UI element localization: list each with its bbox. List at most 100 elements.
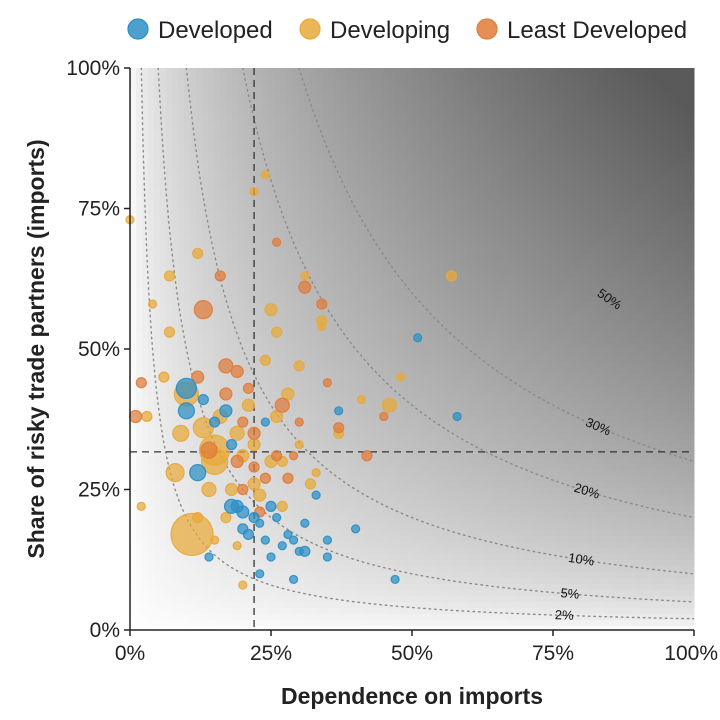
bg-cell <box>142 482 149 489</box>
bg-cell <box>412 464 419 471</box>
bg-cell <box>418 116 425 123</box>
bg-cell <box>184 302 191 309</box>
bg-cell <box>358 566 365 573</box>
bg-cell <box>136 344 143 351</box>
bg-cell <box>268 512 275 519</box>
bg-cell <box>394 146 401 153</box>
bg-cell <box>436 410 443 417</box>
bg-cell <box>172 134 179 141</box>
bg-cell <box>292 314 299 321</box>
bg-cell <box>154 554 161 561</box>
bg-cell <box>412 284 419 291</box>
bg-cell <box>130 104 137 111</box>
bg-cell <box>202 254 209 261</box>
bg-cell <box>352 176 359 183</box>
bg-cell <box>268 434 275 441</box>
bg-cell <box>232 224 239 231</box>
bg-cell <box>172 242 179 249</box>
bg-cell <box>298 128 305 135</box>
bg-cell <box>214 320 221 327</box>
bg-cell <box>448 140 455 147</box>
bg-cell <box>136 374 143 381</box>
bg-cell <box>316 206 323 213</box>
bg-cell <box>394 494 401 501</box>
bg-cell <box>394 80 401 87</box>
bg-cell <box>310 320 317 327</box>
bg-cell <box>322 194 329 201</box>
bg-cell <box>214 368 221 375</box>
bg-cell <box>208 362 215 369</box>
bg-cell <box>334 68 341 75</box>
bg-cell <box>304 326 311 333</box>
bg-cell <box>226 128 233 135</box>
bg-cell <box>286 350 293 357</box>
bg-cell <box>190 620 197 627</box>
bg-cell <box>376 422 383 429</box>
bg-cell <box>316 422 323 429</box>
bg-cell <box>208 380 215 387</box>
bg-cell <box>172 308 179 315</box>
bg-cell <box>136 194 143 201</box>
bg-cell <box>190 188 197 195</box>
bg-cell <box>154 68 161 75</box>
bg-cell <box>406 230 413 237</box>
bg-cell <box>148 284 155 291</box>
bg-cell <box>274 344 281 351</box>
bg-cell <box>268 356 275 363</box>
bg-cell <box>268 440 275 447</box>
bg-cell <box>268 320 275 327</box>
bg-cell <box>400 92 407 99</box>
bg-cell <box>256 542 263 549</box>
bg-cell <box>262 482 269 489</box>
bg-cell <box>424 572 431 579</box>
bg-cell <box>400 176 407 183</box>
bg-cell <box>400 488 407 495</box>
bg-cell <box>346 188 353 195</box>
bg-cell <box>430 248 437 255</box>
bg-cell <box>436 434 443 441</box>
bg-cell <box>208 590 215 597</box>
bg-cell <box>334 608 341 615</box>
bg-cell <box>172 602 179 609</box>
bg-cell <box>364 554 371 561</box>
bg-cell <box>172 446 179 453</box>
bg-cell <box>214 170 221 177</box>
bg-cell <box>418 128 425 135</box>
bg-cell <box>250 284 257 291</box>
bg-cell <box>412 80 419 87</box>
bg-cell <box>436 362 443 369</box>
bg-cell <box>190 314 197 321</box>
bg-cell <box>214 494 221 501</box>
bg-cell <box>304 218 311 225</box>
bg-cell <box>136 494 143 501</box>
bg-cell <box>196 338 203 345</box>
bg-cell <box>280 68 287 75</box>
bg-cell <box>400 458 407 465</box>
bg-cell <box>436 584 443 591</box>
bg-cell <box>238 602 245 609</box>
bg-cell <box>370 218 377 225</box>
bg-cell <box>430 278 437 285</box>
bg-cell <box>238 374 245 381</box>
bg-cell <box>130 350 137 357</box>
bg-cell <box>310 398 317 405</box>
bg-cell <box>430 308 437 315</box>
bg-cell <box>184 68 191 75</box>
bg-cell <box>364 476 371 483</box>
bg-cell <box>244 440 251 447</box>
bg-cell <box>190 458 197 465</box>
bg-cell <box>382 620 389 627</box>
bg-cell <box>178 608 185 615</box>
bg-cell <box>376 110 383 117</box>
bg-cell <box>214 230 221 237</box>
bg-cell <box>196 236 203 243</box>
bg-cell <box>142 440 149 447</box>
bg-cell <box>244 428 251 435</box>
bg-cell <box>406 182 413 189</box>
bg-cell <box>298 386 305 393</box>
bg-cell <box>322 170 329 177</box>
bg-cell <box>412 446 419 453</box>
bg-cell <box>382 290 389 297</box>
bg-cell <box>364 374 371 381</box>
bg-cell <box>184 440 191 447</box>
